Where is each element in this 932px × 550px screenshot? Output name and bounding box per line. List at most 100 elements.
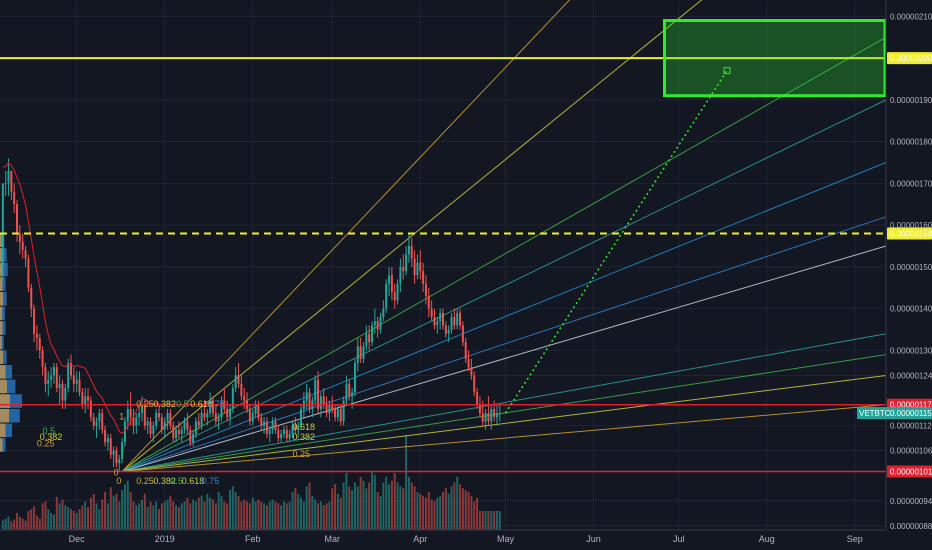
candle-body-9 <box>27 258 30 288</box>
candle-body-145 <box>413 258 416 276</box>
price-badge-1 <box>887 227 932 240</box>
volume-bar-106 <box>302 501 305 530</box>
candle-body-2 <box>7 170 10 184</box>
candle-body-70 <box>200 413 203 426</box>
time-tick-0[interactable]: Dec <box>69 534 86 544</box>
volume-bar-62 <box>177 507 180 530</box>
time-tick-8[interactable]: Aug <box>759 534 775 544</box>
candle-body-150 <box>427 296 430 309</box>
candle-body-16 <box>47 379 50 384</box>
volume-bar-23 <box>67 507 70 530</box>
candle-body-135 <box>385 283 388 309</box>
volume-bar-53 <box>152 505 155 530</box>
time-tick-4[interactable]: Apr <box>413 534 427 544</box>
volume-bar-92 <box>263 503 266 530</box>
candle-body-24 <box>69 362 72 376</box>
time-tick-3[interactable]: Mar <box>325 534 341 544</box>
volume-bar-47 <box>135 505 138 530</box>
symbol-tag-text: VETBTC <box>859 409 891 418</box>
candle-body-152 <box>433 317 436 326</box>
fib-label-13: 0.25 <box>37 438 55 448</box>
volume-bar-124 <box>353 482 356 530</box>
volume-bar-11 <box>33 506 36 530</box>
candle-body-51 <box>146 421 149 426</box>
candle-body-136 <box>388 275 391 284</box>
horizontal-lines[interactable] <box>0 57 886 473</box>
price-tick-7: 0.00000140 <box>890 305 932 314</box>
volume-bar-136 <box>388 484 391 530</box>
volume-bar-111 <box>317 503 320 530</box>
volume-profile-bar-4 <box>0 291 7 306</box>
candle-body-96 <box>274 421 277 430</box>
price-tick-9: 0.00000124 <box>890 371 932 380</box>
volume-profile-bar-7 <box>0 335 4 350</box>
candle-body-67 <box>192 433 195 443</box>
candle-body-99 <box>282 429 285 434</box>
volume-bar-114 <box>325 503 328 530</box>
volume-bar-88 <box>251 497 254 530</box>
volume-bar-66 <box>189 503 192 530</box>
time-tick-6[interactable]: Jun <box>586 534 601 544</box>
time-tick-2[interactable]: Feb <box>245 534 261 544</box>
fan-line-6 <box>121 245 887 473</box>
candle-body-44 <box>126 408 129 422</box>
candle-body-22 <box>64 388 67 401</box>
candle-body-173 <box>493 408 496 418</box>
volume-bar-172 <box>490 511 493 530</box>
volume-profile-bar-b-12 <box>0 408 9 423</box>
time-axis-ticks[interactable]: Dec 2019 Feb Mar Apr May Jun Jul Aug Sep <box>69 534 863 544</box>
volume-bar-20 <box>58 503 61 530</box>
volume-bar-58 <box>166 499 169 530</box>
volume-bar-105 <box>300 497 303 530</box>
target-box[interactable] <box>663 19 887 98</box>
volume-bar-9 <box>27 511 30 530</box>
volume-bar-30 <box>87 507 90 530</box>
candle-body-101 <box>288 433 291 439</box>
volume-bar-81 <box>231 486 234 530</box>
volume-bar-80 <box>229 490 232 530</box>
candle-body-62 <box>177 429 180 434</box>
volume-bar-89 <box>254 501 257 530</box>
volume-bar-159 <box>453 482 456 530</box>
volume-bar-12 <box>35 515 38 530</box>
candle-body-120 <box>342 400 345 422</box>
candle-body-104 <box>297 425 300 430</box>
volume-bar-48 <box>138 503 141 530</box>
fib-label-18: 1 <box>119 411 124 421</box>
volume-bar-44 <box>126 480 129 530</box>
price-badge-text-0: 0.00000200 <box>890 54 932 63</box>
projection-path[interactable] <box>504 67 731 414</box>
volume-bar-46 <box>132 501 135 530</box>
candle-body-171 <box>487 413 490 422</box>
candle-body-113 <box>322 396 325 405</box>
price-tick-2: 0.00000190 <box>890 96 932 105</box>
candle-body-69 <box>197 421 200 426</box>
candle-body-158 <box>450 317 453 330</box>
candle-body-5 <box>16 204 19 234</box>
volume-bar-19 <box>55 496 58 530</box>
target-zone[interactable] <box>663 19 887 98</box>
candle-body-80 <box>229 408 232 418</box>
volume-bar-134 <box>382 482 385 530</box>
candle-body-29 <box>84 396 87 405</box>
volume-bar-64 <box>183 501 186 530</box>
candle-body-52 <box>149 421 152 434</box>
volume-bar-32 <box>92 493 95 530</box>
volume-bar-152 <box>433 501 436 530</box>
volume-bar-35 <box>101 499 104 530</box>
candle-body-15 <box>44 367 47 384</box>
candle-body-6 <box>18 233 21 242</box>
candle-body-59 <box>169 413 172 426</box>
volume-bar-153 <box>436 497 439 530</box>
volume-bar-77 <box>220 495 223 530</box>
candle-body-42 <box>121 442 124 460</box>
time-tick-1[interactable]: 2019 <box>155 534 175 544</box>
candle-body-60 <box>172 425 175 439</box>
time-tick-5[interactable]: May <box>497 534 515 544</box>
volume-profile-bar-b-8 <box>0 350 3 365</box>
time-tick-7[interactable]: Jul <box>673 534 685 544</box>
price-axis-background[interactable] <box>886 0 932 530</box>
candle-body-114 <box>325 404 328 414</box>
time-tick-9[interactable]: Sep <box>847 534 863 544</box>
